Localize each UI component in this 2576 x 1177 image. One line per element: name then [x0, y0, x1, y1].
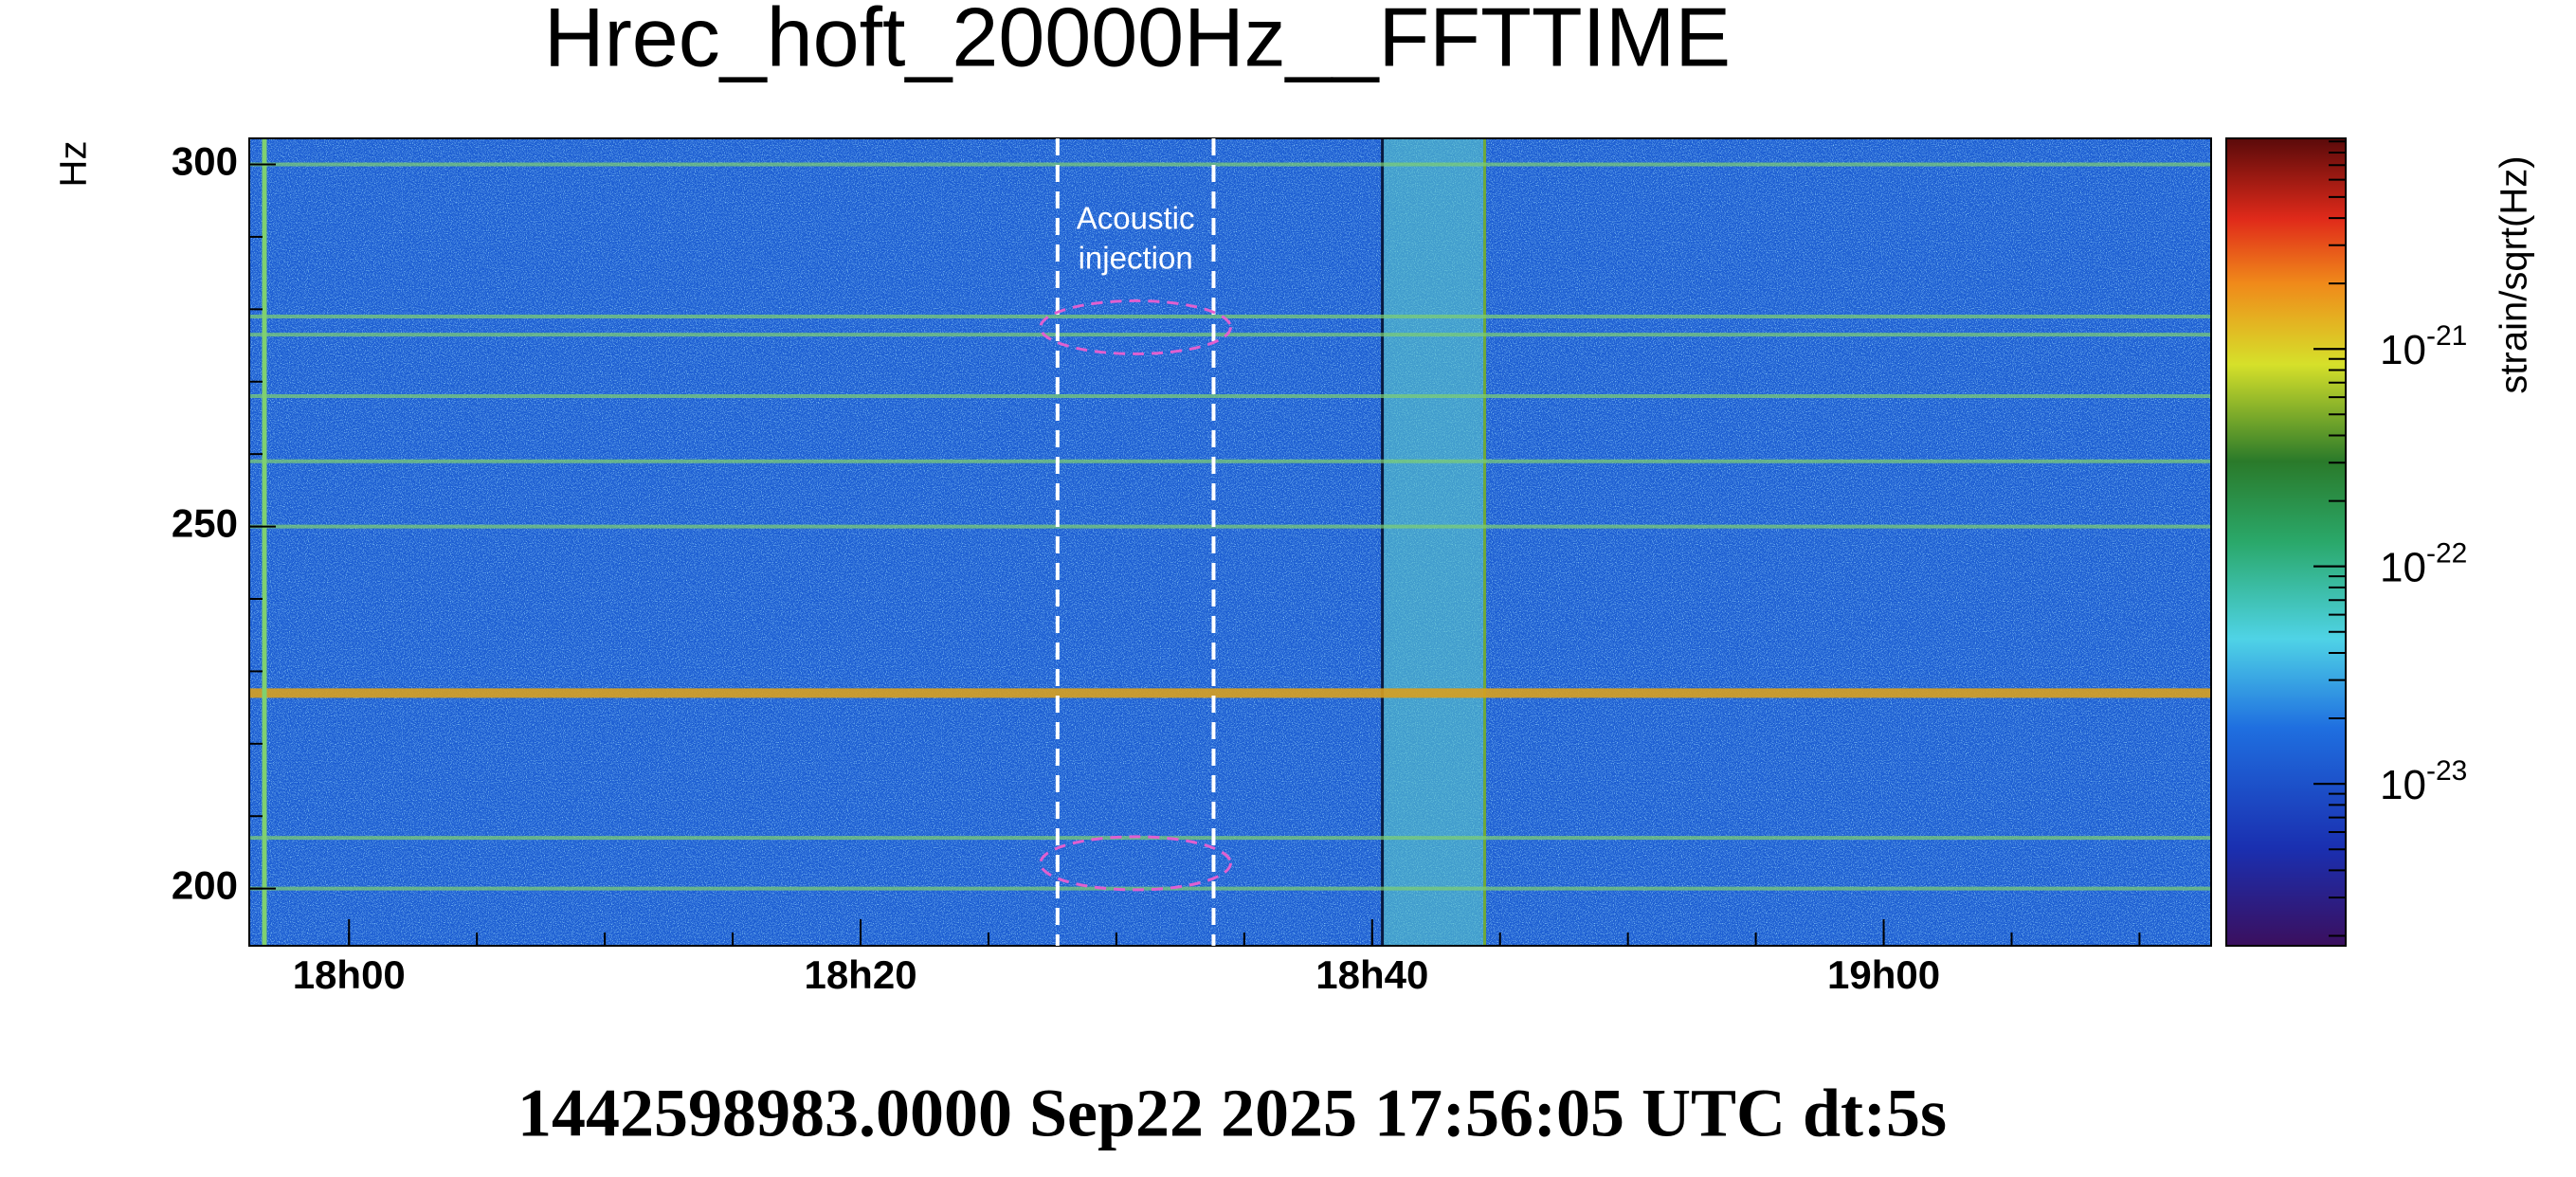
x-tick-label: 19h00 [1827, 952, 1940, 997]
colorbar-tick-exponent: -21 [2426, 320, 2467, 352]
colorbar-tick-exponent: -23 [2426, 755, 2467, 787]
plot-area [249, 138, 2211, 946]
y-tick-label: 250 [172, 501, 238, 546]
chart-title: Hrec_hoft_20000Hz__FFTTIME [544, 0, 1731, 83]
colorbar-tick-base: 10 [2380, 327, 2426, 373]
colorbar-tick-base: 10 [2380, 762, 2426, 808]
colorbar [2225, 137, 2347, 947]
y-axis-label: Hz [53, 141, 95, 188]
annotation: injection [1079, 241, 1193, 276]
x-tick-label: 18h40 [1315, 952, 1428, 997]
colorbar-tick-label: 10-21 [2380, 320, 2467, 373]
x-tick-label: 18h00 [293, 952, 406, 997]
colorbar-tick-label: 10-22 [2380, 538, 2467, 591]
annotation: Acoustic [1077, 201, 1195, 236]
footer: 1442598983.0000 Sep22 2025 17:56:05 UTC … [517, 1076, 1947, 1151]
injection-region [1039, 835, 1232, 892]
colorbar-tick-base: 10 [2380, 544, 2426, 590]
y-tick-label: 200 [172, 863, 238, 908]
noise [249, 138, 2211, 946]
broadband-band [1382, 138, 1485, 946]
plot-frame [248, 137, 2212, 947]
x-tick-label: 18h20 [804, 952, 916, 997]
colorbar-label: strain/sqrt(Hz) [2494, 155, 2535, 393]
colorbar-tick-label: 10-23 [2380, 755, 2467, 808]
y-tick-label: 300 [172, 139, 238, 184]
injection-region [1039, 299, 1232, 355]
colorbar-tick-exponent: -22 [2426, 538, 2467, 570]
